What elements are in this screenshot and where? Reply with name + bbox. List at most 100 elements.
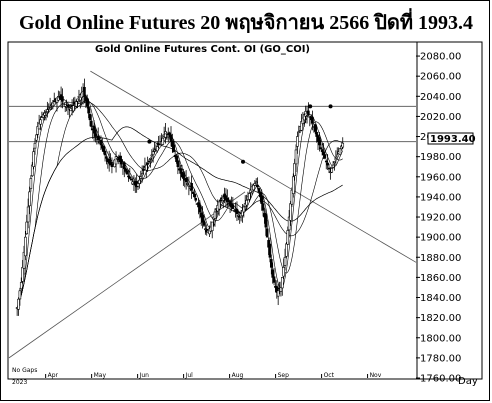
candle-body (105, 156, 108, 159)
candle-body (202, 220, 206, 226)
candle-body (48, 106, 52, 108)
candle-body (296, 136, 299, 147)
candle-body (144, 164, 148, 171)
candle-body (300, 121, 303, 131)
candle-body (289, 203, 292, 221)
candle-body (35, 134, 38, 141)
candle-body (334, 158, 338, 161)
candle-body (323, 154, 327, 159)
candle-body (66, 104, 70, 108)
candle-body (320, 149, 324, 152)
candle-body (19, 282, 23, 290)
candle-body (182, 173, 185, 179)
candle-body (122, 162, 126, 170)
candle-body (260, 195, 263, 204)
last-price-label: 1993.40 (430, 134, 476, 145)
candle-body (187, 184, 191, 187)
candle-body (330, 168, 334, 173)
y-axis: 1760.00 1780.00 1800.00 1820.00 1840.00 1860.… (416, 52, 461, 385)
candle-body (69, 108, 73, 112)
candle-body (87, 106, 90, 114)
candle-body (194, 198, 198, 201)
x-tick-label: May (94, 372, 107, 379)
candle-body (102, 145, 105, 152)
candle-body (103, 151, 107, 156)
candle-body (313, 124, 317, 132)
candle-body (94, 129, 97, 137)
candle-body (271, 269, 274, 278)
chart-border (7, 41, 483, 380)
candle-body (257, 188, 261, 193)
candle-body (286, 230, 290, 245)
candle-body (52, 100, 56, 102)
last-price-box (427, 132, 474, 145)
candle-body (326, 162, 329, 166)
y-tick-label: 1760.00 (420, 374, 461, 385)
candle-body (150, 154, 154, 157)
candle-body (146, 163, 149, 165)
candle-body (283, 256, 287, 266)
x-axis-label: Day (458, 376, 478, 387)
x-tick-label: Jul (185, 372, 194, 379)
candle-body (311, 116, 314, 124)
candle-body (324, 160, 328, 163)
y-tick-label: 1880.00 (420, 253, 461, 264)
candle-body (151, 151, 155, 156)
candle-body (21, 267, 24, 282)
candle-body (96, 135, 100, 141)
candle-body (136, 183, 140, 187)
candles (15, 78, 345, 316)
candle-body (25, 221, 29, 235)
y-tick-label: 1980.00 (420, 152, 461, 163)
plot-area (7, 41, 418, 380)
candle-body (169, 134, 173, 142)
candle-body (210, 221, 214, 231)
candle-body (28, 191, 31, 207)
x-tick-label: Jun (139, 372, 150, 379)
candle-body (319, 147, 323, 149)
x-tick-label: Sep (278, 372, 290, 379)
candle-body (268, 243, 272, 258)
candle-body (62, 102, 66, 105)
y-tick-label: 2060.00 (420, 72, 461, 83)
headline: Gold Online Futures 20 พฤษจิกายน 2566 ปิ… (18, 12, 474, 34)
candle-body (32, 151, 35, 167)
candle-body (272, 276, 276, 283)
candle-body (264, 213, 268, 228)
candle-body (176, 160, 180, 168)
candle-body (74, 101, 78, 107)
candle-body (338, 148, 342, 155)
candle-body (51, 102, 55, 107)
candle-body (39, 119, 42, 125)
marker-dot (328, 104, 333, 109)
y-tick-label: 2080.00 (420, 52, 461, 63)
candle-body (333, 161, 336, 163)
candle-body (99, 139, 103, 146)
candle-body (291, 176, 295, 194)
candle-body (335, 154, 339, 158)
candle-body (248, 193, 251, 200)
candle-body (142, 169, 145, 171)
chart-title: Gold Online Futures Cont. OI (GO_COI) (95, 44, 310, 55)
candle-body (242, 206, 246, 213)
candle-body (33, 142, 37, 149)
candle-body (26, 206, 30, 223)
candle-body (191, 191, 195, 194)
y-tick-label: 2040.00 (420, 92, 461, 103)
candle-body (217, 201, 221, 210)
candle-body (90, 120, 93, 127)
candle-body (235, 208, 239, 214)
candle-body (155, 146, 159, 152)
candle-body (297, 131, 301, 133)
candle-body (219, 199, 222, 202)
candle-body (331, 164, 335, 168)
candle-body (120, 159, 123, 165)
candle-body (190, 183, 193, 191)
candle-body (172, 144, 176, 152)
candle-body (256, 184, 259, 188)
candle-body (29, 178, 33, 189)
candle-body (293, 163, 296, 177)
candle-body (282, 267, 285, 277)
candle-body (198, 204, 202, 213)
candle-body (307, 110, 310, 116)
